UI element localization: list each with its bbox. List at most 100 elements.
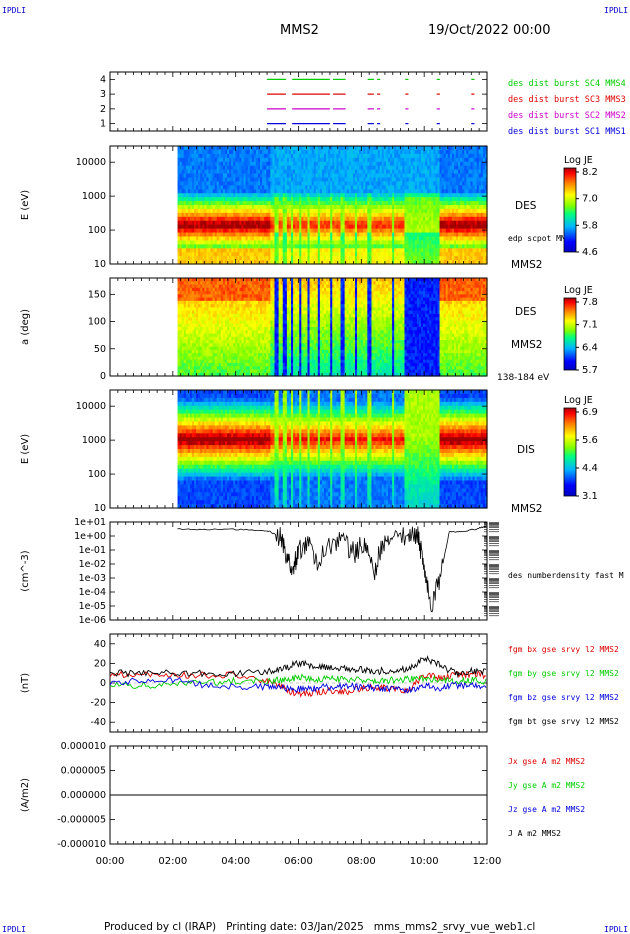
heatmap-cell	[478, 189, 482, 194]
heatmap-cell	[427, 146, 430, 151]
heatmap-cell	[208, 157, 212, 163]
heatmap-cell	[212, 149, 216, 155]
heatmap-cell	[425, 212, 428, 218]
heatmap-cell	[484, 146, 488, 151]
heatmap-cell	[363, 252, 366, 257]
heatmap-cell	[311, 252, 315, 257]
heatmap-cell	[478, 256, 482, 261]
heatmap-cell	[445, 201, 449, 206]
heatmap-cell	[183, 181, 187, 186]
heatmap-cell	[478, 165, 482, 171]
heatmap-cell	[406, 181, 410, 186]
heatmap-cell	[398, 208, 401, 214]
heatmap-cell	[435, 161, 439, 167]
heatmap-cell	[183, 193, 187, 198]
heatmap-cell	[278, 224, 282, 230]
heatmap-cell	[264, 177, 267, 182]
heatmap-cell	[342, 232, 346, 238]
heatmap-cell	[185, 216, 189, 222]
heatmap-cell	[177, 181, 181, 186]
heatmap-cell	[385, 201, 389, 206]
heatmap-cell	[478, 161, 482, 167]
heatmap-cell	[373, 177, 377, 182]
heatmap-cell	[474, 208, 478, 214]
heatmap-cell	[429, 212, 432, 218]
heatmap-cell	[336, 228, 340, 234]
heatmap-cell	[262, 189, 265, 194]
heatmap-cell	[284, 212, 288, 218]
heatmap-cell	[278, 161, 282, 167]
heatmap-cell	[383, 189, 387, 194]
heatmap-cell	[264, 161, 267, 167]
heatmap-cell	[441, 240, 445, 245]
heatmap-cell	[187, 362, 191, 367]
heatmap-cell	[189, 256, 193, 261]
heatmap-cell	[404, 260, 408, 265]
heatmap-cell	[466, 177, 470, 182]
heatmap-cell	[220, 236, 224, 241]
heatmap-cell	[326, 177, 329, 182]
heatmap-cell	[375, 205, 379, 210]
heatmap-cell	[363, 169, 366, 175]
heatmap-cell	[181, 232, 185, 238]
heatmap-cell	[189, 353, 193, 357]
heatmap-cell	[260, 149, 263, 155]
heatmap-cell	[229, 256, 232, 261]
heatmap-cell	[274, 197, 278, 202]
heatmap-cell	[253, 208, 257, 214]
heatmap-cell	[340, 153, 344, 159]
heatmap-cell	[231, 205, 234, 210]
heatmap-cell	[346, 169, 350, 175]
heatmap-cell	[406, 256, 410, 261]
heatmap-cell	[225, 189, 228, 194]
heatmap-cell	[181, 291, 185, 295]
heatmap-cell	[227, 236, 230, 241]
heatmap-cell	[241, 197, 245, 202]
heatmap-cell	[247, 232, 251, 238]
heatmap-cell	[200, 181, 203, 186]
heatmap-cell	[350, 208, 354, 214]
heatmap-cell	[185, 181, 189, 186]
heatmap-cell	[423, 256, 426, 261]
heatmap-cell	[183, 284, 187, 289]
heatmap-cell	[394, 236, 397, 241]
heatmap-cell	[344, 228, 348, 234]
heatmap-cell	[350, 193, 354, 198]
heatmap-cell	[208, 232, 212, 238]
heatmap-cell	[179, 212, 183, 218]
heatmap-cell	[352, 157, 356, 163]
heatmap-cell	[233, 185, 236, 190]
heatmap-cell	[179, 294, 183, 299]
heatmap-cell	[191, 220, 195, 226]
heatmap-cell	[307, 185, 311, 190]
heatmap-cell	[460, 157, 463, 163]
heatmap-cell	[326, 157, 329, 163]
heatmap-cell	[402, 208, 406, 214]
heatmap-cell	[253, 220, 257, 226]
heatmap-cell	[431, 256, 434, 261]
heatmap-cell	[466, 248, 470, 253]
heatmap-cell	[379, 161, 383, 167]
heatmap-cell	[427, 193, 430, 198]
heatmap-cell	[482, 169, 486, 175]
heatmap-cell	[284, 240, 288, 245]
heatmap-cell	[208, 240, 212, 245]
heatmap-cell	[451, 228, 455, 234]
heatmap-cell	[218, 189, 222, 194]
heatmap-cell	[216, 248, 220, 253]
heatmap-cell	[274, 256, 278, 261]
heatmap-cell	[305, 149, 309, 155]
heatmap-cell	[185, 278, 189, 282]
heatmap-cell	[433, 240, 437, 245]
heatmap-cell	[313, 165, 317, 171]
heatmap-cell	[272, 165, 276, 171]
heatmap-cell	[249, 173, 253, 179]
heatmap-cell	[470, 157, 474, 163]
heatmap-cell	[187, 240, 191, 245]
heatmap-cell	[332, 252, 335, 257]
heatmap-cell	[420, 224, 424, 230]
heatmap-cell	[177, 287, 181, 292]
heatmap-cell	[402, 232, 406, 238]
heatmap-cell	[412, 232, 416, 238]
heatmap-cell	[249, 189, 253, 194]
